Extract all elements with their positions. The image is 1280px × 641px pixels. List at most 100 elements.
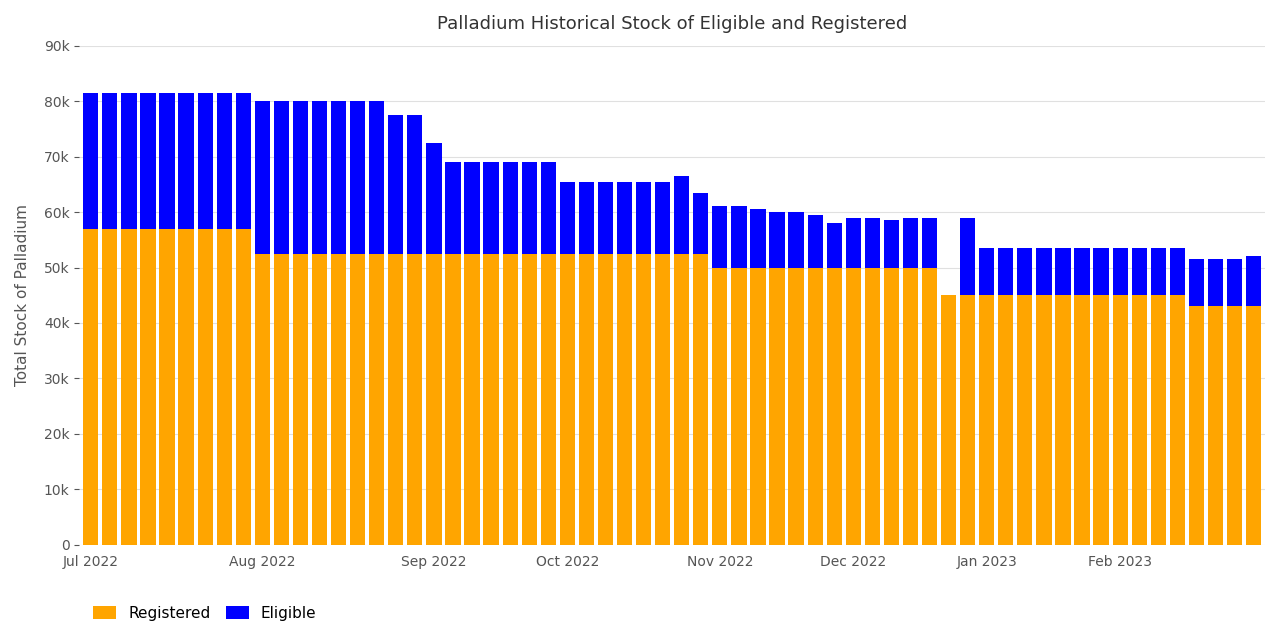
Bar [617,181,632,254]
Bar [1245,256,1261,306]
Bar [1226,306,1242,545]
Bar [902,217,918,267]
Bar [141,93,156,229]
Bar [598,181,613,254]
Bar [122,229,137,545]
Bar [598,254,613,545]
Bar [865,217,879,267]
Bar [750,267,765,545]
Bar [426,254,442,545]
Bar [178,229,193,545]
Bar [274,254,289,545]
Bar [216,93,232,229]
Bar [349,254,365,545]
Bar [617,254,632,545]
Bar [827,267,842,545]
Bar [445,254,461,545]
Bar [1170,296,1185,545]
Bar [1189,259,1204,306]
Bar [160,229,174,545]
Bar [998,296,1014,545]
Bar [731,267,746,545]
Bar [484,162,499,254]
Bar [675,176,690,254]
Bar [1132,296,1147,545]
Bar [293,101,308,254]
Bar [178,93,193,229]
Bar [750,209,765,267]
Bar [1245,306,1261,545]
Bar [521,254,536,545]
Bar [255,101,270,254]
Bar [236,229,251,545]
Bar [503,254,518,545]
Bar [407,254,422,545]
Bar [960,217,975,296]
Bar [846,217,861,267]
Bar [102,229,118,545]
Bar [465,254,480,545]
Bar [407,115,422,254]
Bar [808,267,823,545]
Bar [865,267,879,545]
Bar [769,212,785,267]
Y-axis label: Total Stock of Palladium: Total Stock of Palladium [15,204,29,387]
Bar [369,254,384,545]
Bar [388,254,403,545]
Bar [274,101,289,254]
Bar [122,93,137,229]
Bar [712,267,727,545]
Bar [293,254,308,545]
Bar [1208,306,1224,545]
Bar [1112,296,1128,545]
Bar [883,221,899,267]
Bar [979,296,995,545]
Bar [1189,306,1204,545]
Bar [1093,296,1108,545]
Bar [788,267,804,545]
Bar [731,206,746,267]
Bar [1132,248,1147,296]
Bar [312,254,328,545]
Bar [445,162,461,254]
Bar [141,229,156,545]
Bar [579,254,594,545]
Bar [1151,248,1166,296]
Bar [197,229,212,545]
Bar [579,181,594,254]
Bar [960,296,975,545]
Bar [922,217,937,267]
Bar [160,93,174,229]
Bar [503,162,518,254]
Bar [979,248,995,296]
Bar [83,93,99,229]
Bar [1226,259,1242,306]
Bar [1208,259,1224,306]
Bar [827,223,842,267]
Bar [369,101,384,254]
Bar [808,215,823,267]
Bar [426,143,442,254]
Bar [1151,296,1166,545]
Bar [922,267,937,545]
Bar [694,254,708,545]
Bar [521,162,536,254]
Bar [655,254,671,545]
Bar [1170,248,1185,296]
Bar [694,193,708,254]
Bar [102,93,118,229]
Bar [216,229,232,545]
Bar [540,162,556,254]
Bar [484,254,499,545]
Bar [655,181,671,254]
Bar [255,254,270,545]
Bar [883,267,899,545]
Bar [846,267,861,545]
Legend: Registered, Eligible: Registered, Eligible [87,600,323,627]
Title: Palladium Historical Stock of Eligible and Registered: Palladium Historical Stock of Eligible a… [436,15,908,33]
Bar [998,248,1014,296]
Bar [312,101,328,254]
Bar [236,93,251,229]
Bar [388,115,403,254]
Bar [1112,248,1128,296]
